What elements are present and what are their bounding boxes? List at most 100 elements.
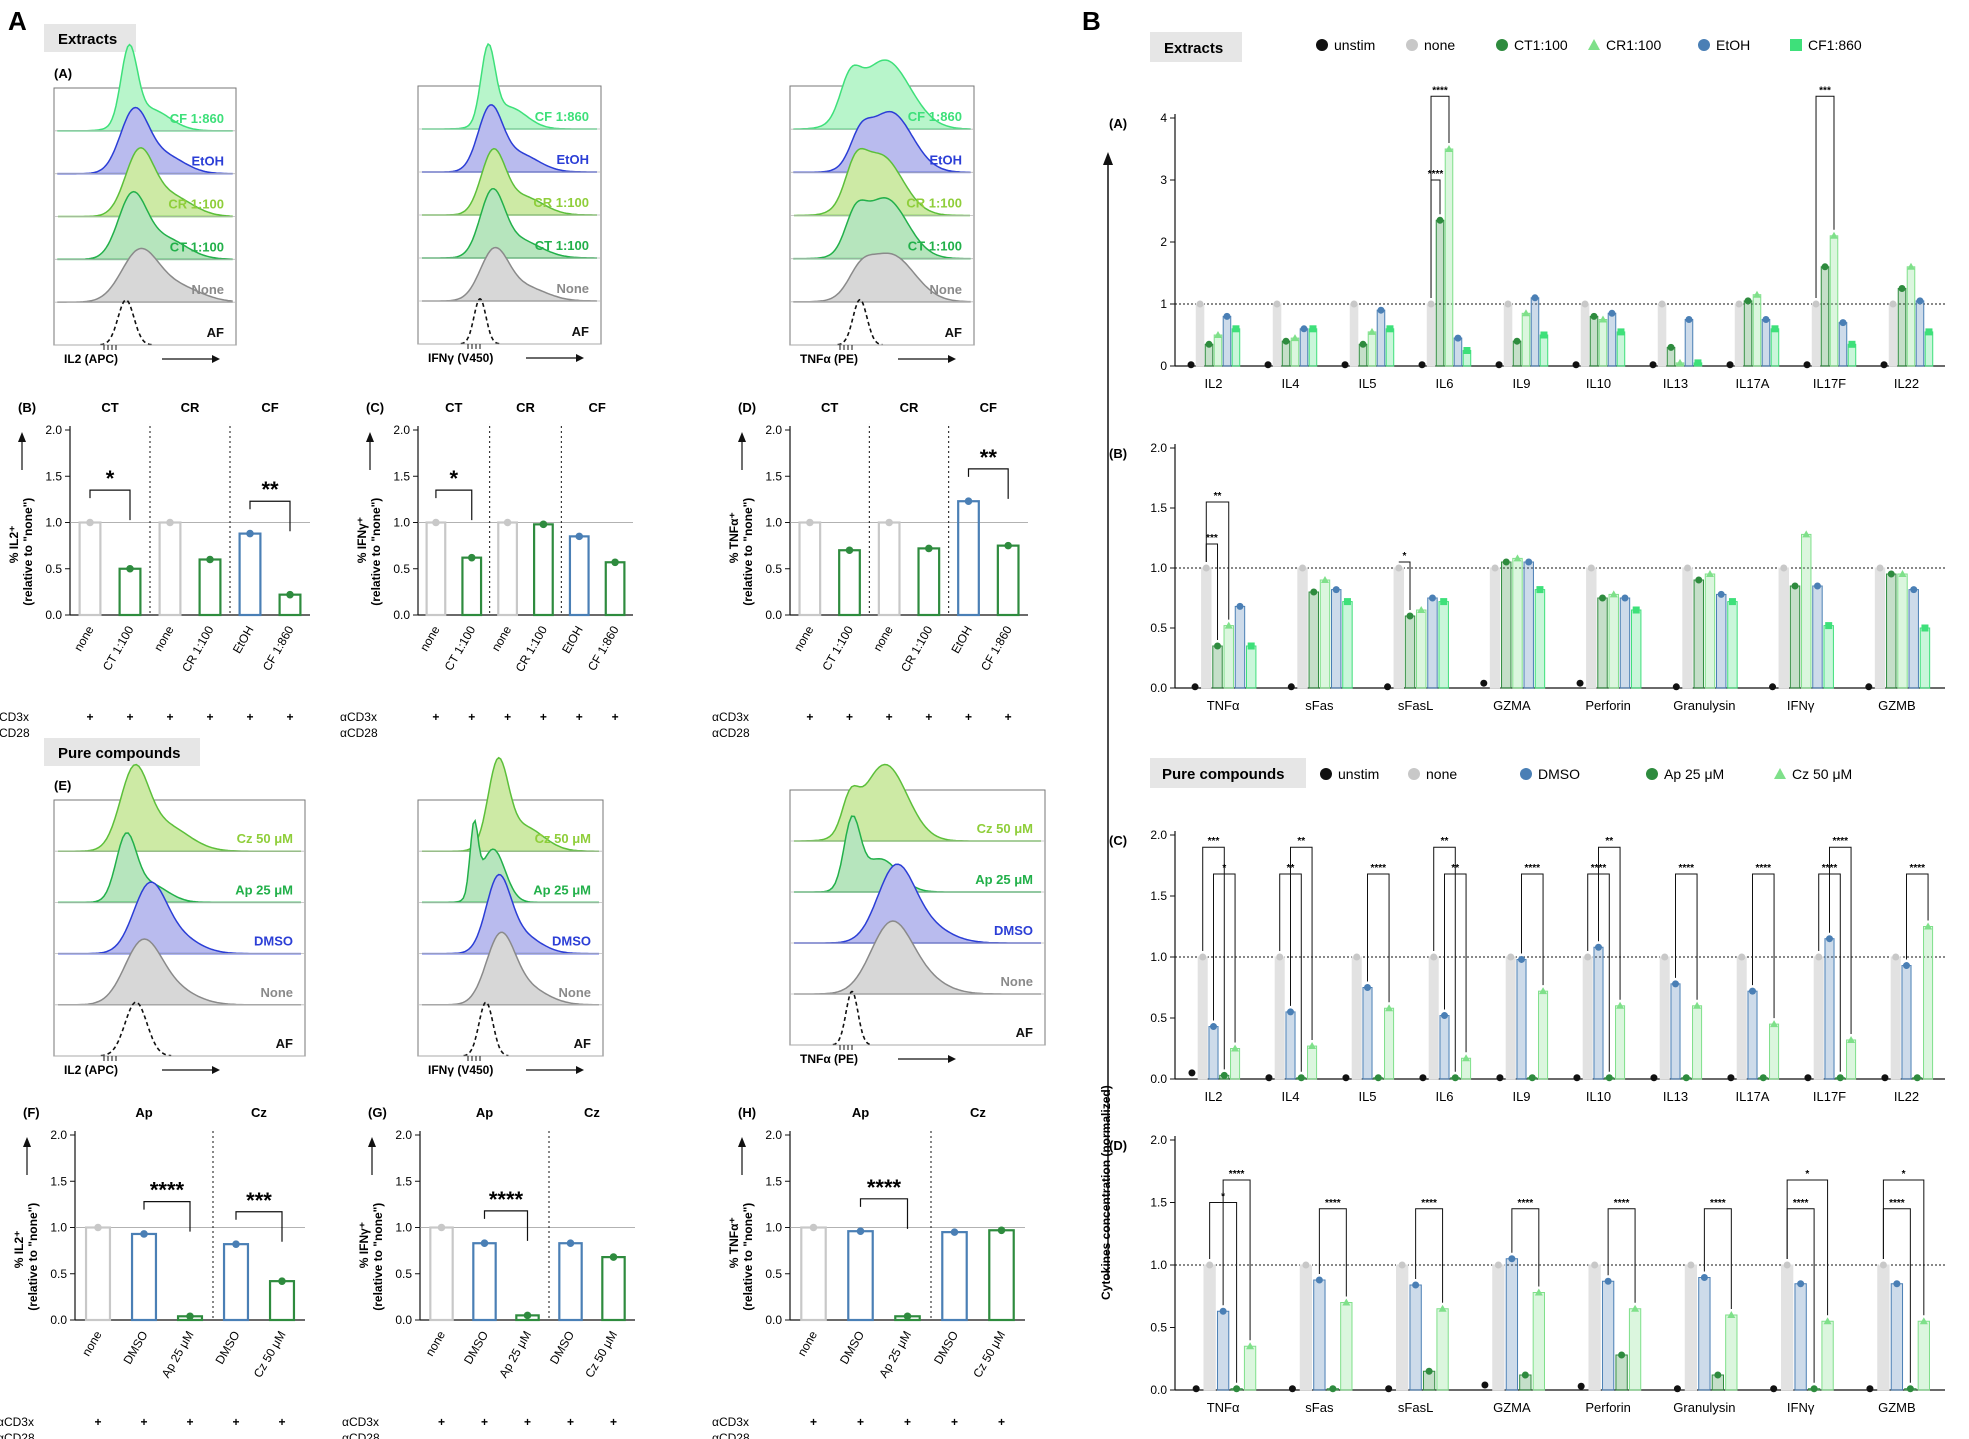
y-tick-label: 0.5 [45,562,62,576]
bar [1230,1048,1241,1080]
data-point [1315,1276,1323,1284]
bar [1444,148,1454,367]
bar [1897,288,1907,367]
bar [1761,319,1771,367]
sig-label: **** [867,1175,902,1200]
y-tick-label: 0.0 [45,608,62,622]
sig-bracket [483,1210,529,1241]
sig-bracket [1786,1179,1829,1316]
data-point [885,518,893,527]
sig-label: **** [1832,836,1848,847]
sig-label: **** [1325,1198,1341,1209]
y-axis-label-2: (relative to "none") [21,498,35,606]
data-point [806,518,814,527]
data-point [1616,1001,1625,1009]
bar [238,532,262,617]
y-tick-label: 0.5 [393,562,410,576]
y-tick-label: 1.5 [50,1174,67,1188]
histogram-panel: Cz 50 μM Ap 25 μM DMSO None AF IFNγ (V450) [417,756,604,1077]
stim-plus: + [857,1415,864,1429]
group-header: CR [900,400,919,415]
bar [1725,1314,1738,1391]
bar [1684,319,1694,367]
stim-plus: + [524,1415,531,1429]
bar [1308,591,1319,689]
data-point [206,555,214,564]
x-tick-label: DMSO [547,1329,577,1367]
histogram-label: EtOH [930,152,963,167]
bar [1340,1302,1353,1391]
y-tick-label: 2.0 [1150,1133,1167,1147]
histogram-curve [793,110,971,174]
bar [472,1242,497,1322]
stim-plus: + [540,710,547,724]
data-point [1276,953,1284,961]
histogram-panel: (A) CF 1:860 EtOH CR 1:100 CT 1:100 None AF IL2… [53,43,237,366]
x-tick-label: Perforin [1585,1400,1631,1415]
bar [1630,609,1642,689]
data-point [1744,297,1752,305]
data-point [1769,683,1777,691]
sig-label: ** [1214,491,1222,502]
histogram-label: EtOH [192,154,225,169]
y-tick-label: 0.0 [765,608,782,622]
data-point [1727,1074,1735,1082]
x-tick-label: DMSO [461,1329,491,1367]
data-point [1302,1261,1310,1269]
bar [1659,956,1670,1080]
bar [1897,573,1908,689]
panel-letter-b: B [1082,6,1101,36]
bar [957,500,980,617]
data-point [1412,1281,1420,1289]
histogram-label: AF [945,325,962,340]
x-tick-label: IL17A [1736,376,1770,391]
histogram-label: CR 1:100 [533,195,589,210]
bar [1734,303,1744,367]
data-point [1815,953,1823,961]
data-point [1480,679,1488,687]
data-point [1287,1008,1294,1016]
y-tick-label: 1.0 [1150,950,1167,964]
y-axis-label: % TNFα⁺ [727,512,741,563]
y-tick-label: 2.0 [765,1128,782,1142]
data-point [1573,1074,1581,1082]
data-point [1898,285,1906,292]
chart-sublabel: (G) [368,1105,387,1120]
legend-marker-circle [1408,768,1420,780]
x-tick-label: EtOH [230,624,257,656]
y-arrow-head [738,432,746,442]
data-point [1581,300,1589,308]
sig-label: **** [1889,1198,1905,1209]
histogram-label: AF [276,1036,293,1051]
y-tick-label: 1.0 [765,1221,782,1235]
bar [1307,1045,1318,1080]
stim-plus: + [432,710,439,724]
bar [1846,1039,1857,1080]
histogram-arrow-head [948,355,956,363]
data-point [1231,1044,1240,1052]
x-tick-label: IL10 [1586,1089,1611,1104]
x-tick-label: CF 1:860 [260,623,297,673]
data-point [1848,340,1856,348]
data-point [1495,361,1503,369]
bar [1778,567,1789,689]
data-point [1658,300,1666,308]
histogram-label: None [192,282,225,297]
bar [558,1242,583,1322]
y-tick-label: 2.0 [395,1128,412,1142]
stim-row1: αCD3x [342,1415,379,1429]
sig-label: **** [1370,863,1386,874]
histogram-curve [422,104,597,173]
data-point [1265,1074,1273,1082]
stim-plus: + [438,1415,445,1429]
histogram-label: DMSO [994,923,1033,938]
histogram-curve [57,247,233,303]
bar [877,521,901,617]
bar [1615,1354,1628,1391]
bar [1534,589,1546,689]
y-tick-label: 0.0 [395,1313,412,1327]
bar [1274,956,1285,1080]
y-tick-label: 1.0 [1150,1258,1167,1272]
y-tick-label: 1.5 [765,1174,782,1188]
